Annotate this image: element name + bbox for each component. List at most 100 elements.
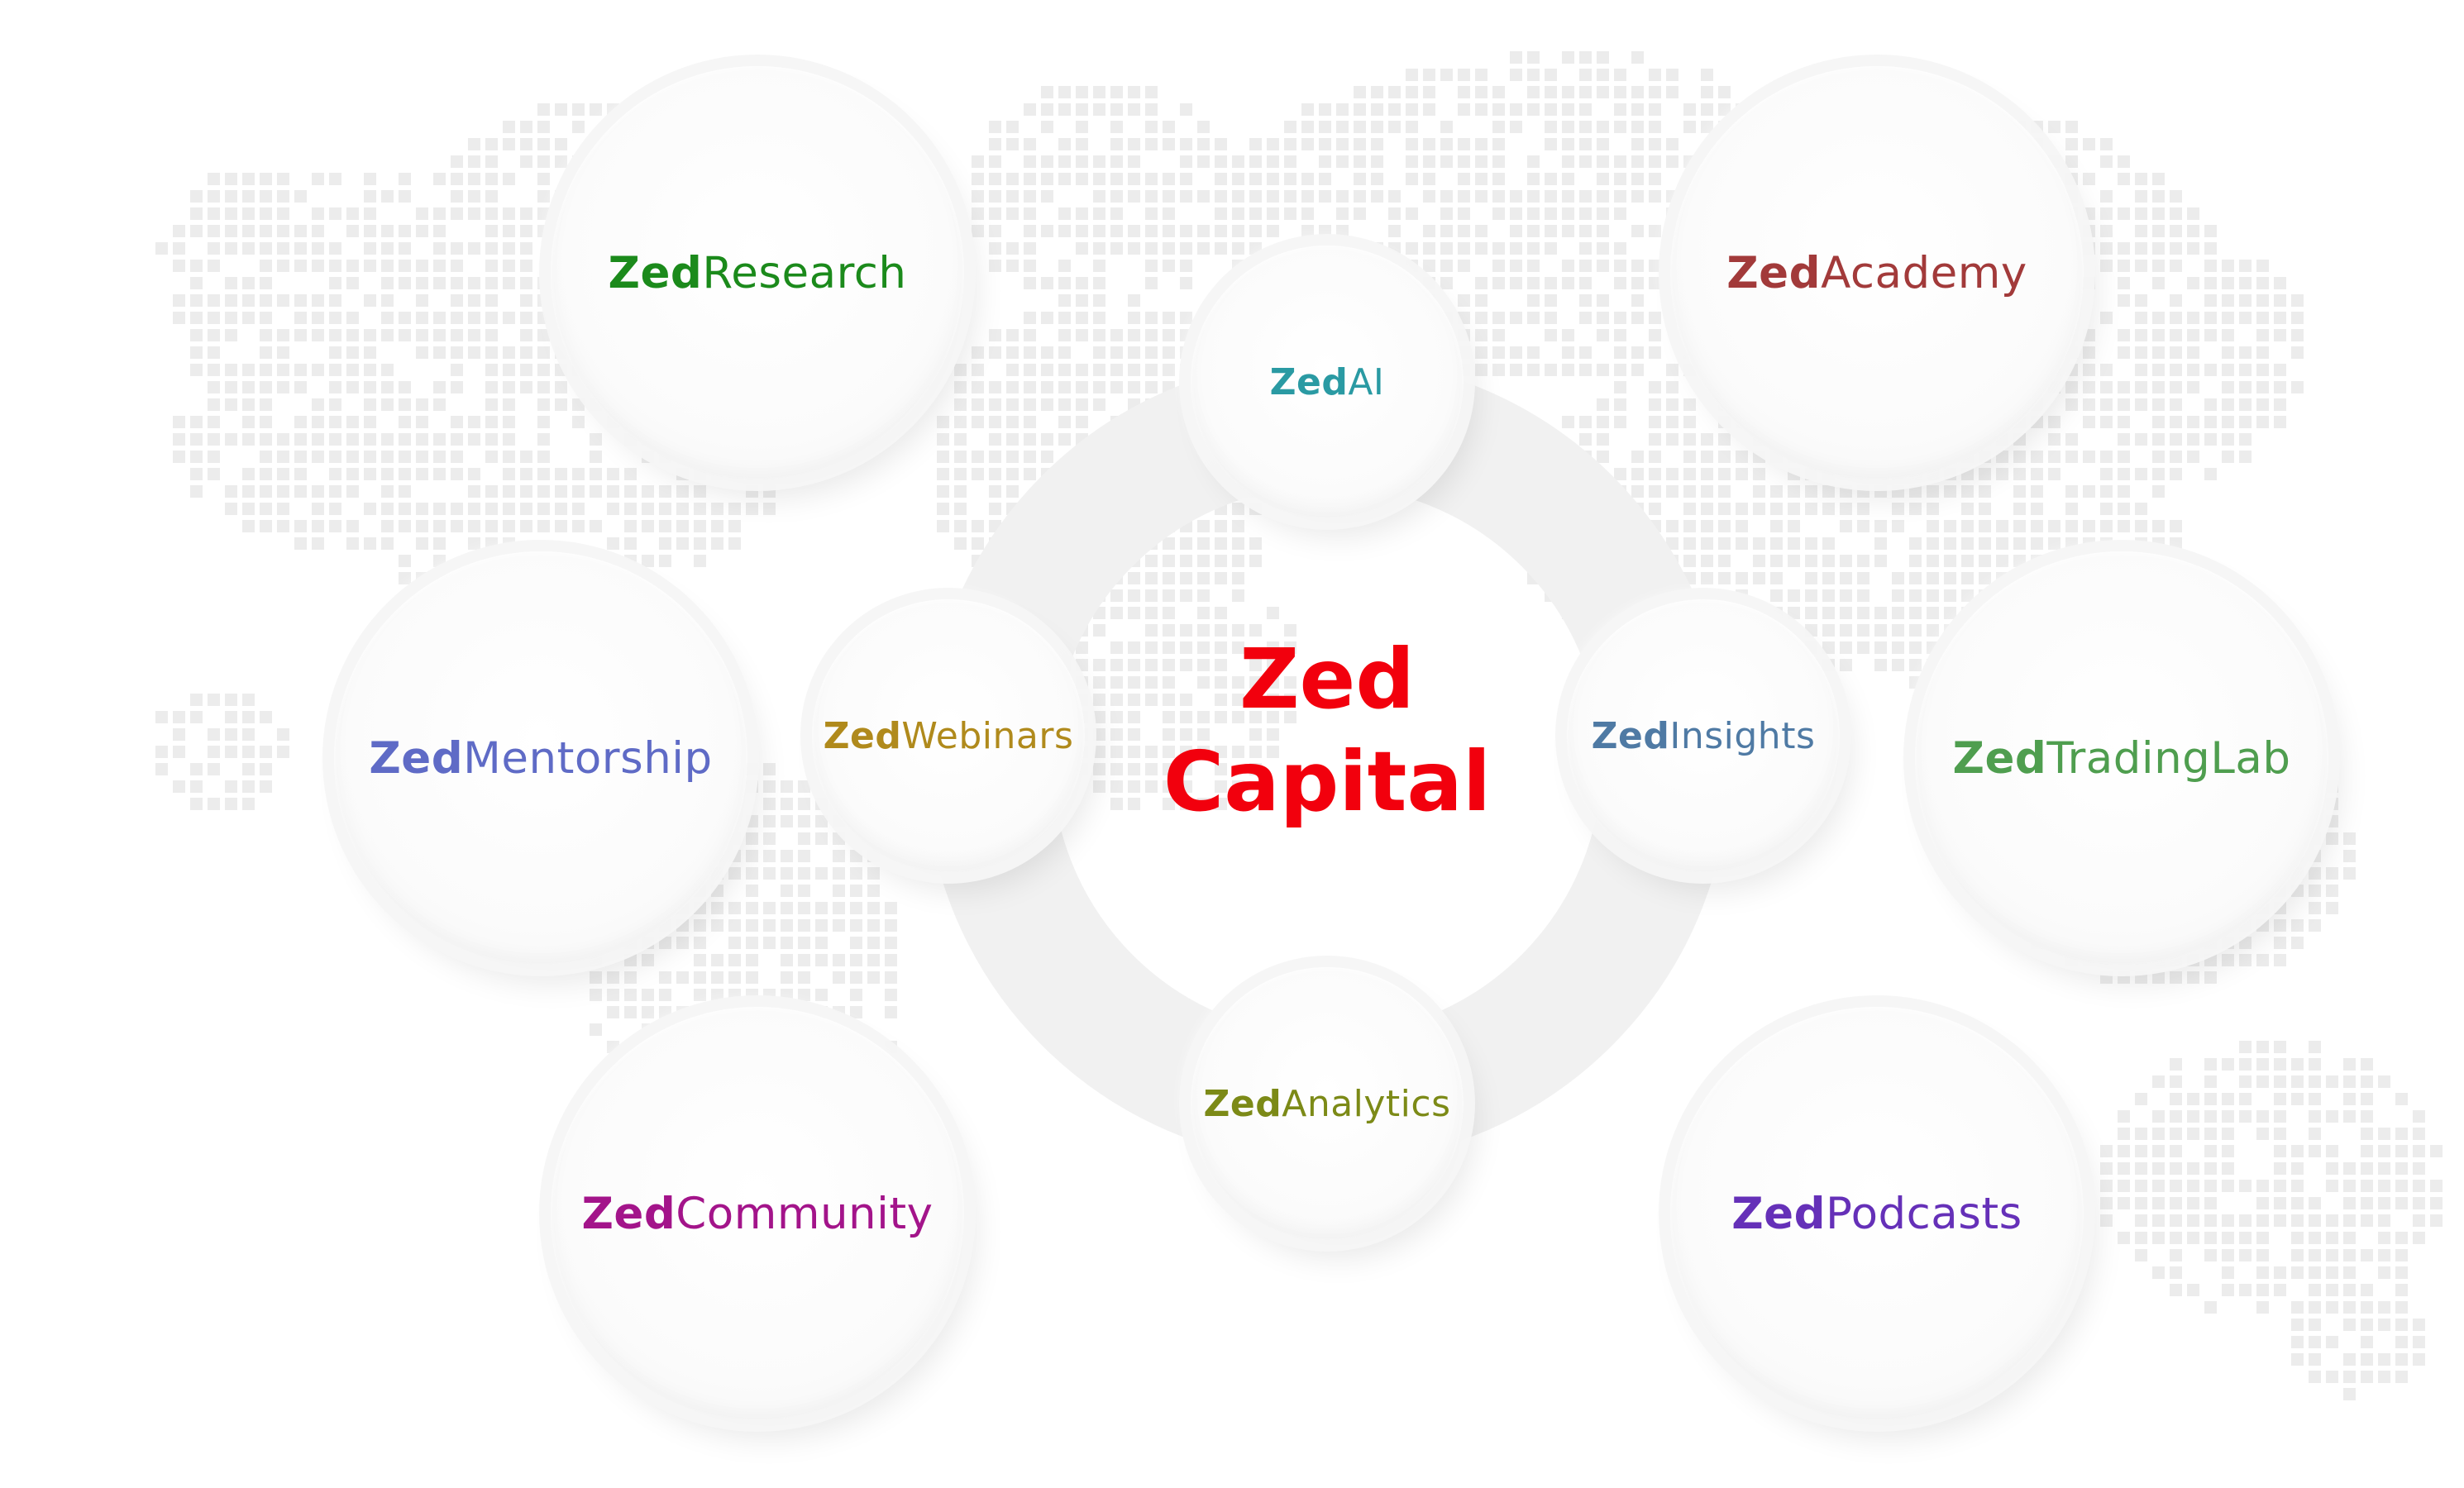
- map-dot: [1649, 155, 1661, 168]
- map-dot: [242, 798, 255, 810]
- map-dot: [1024, 381, 1036, 393]
- map-dot: [607, 989, 619, 1001]
- map-dot: [312, 173, 324, 185]
- map-dot: [294, 451, 307, 463]
- map-dot: [1666, 86, 1678, 98]
- map-dot: [537, 225, 550, 237]
- map-dot: [642, 503, 654, 515]
- map-dot: [815, 867, 828, 880]
- map-dot: [294, 190, 307, 203]
- map-dot: [1649, 277, 1661, 289]
- map-dot: [260, 207, 272, 220]
- map-dot: [728, 537, 741, 550]
- map-dot: [2152, 1180, 2165, 1192]
- map-dot: [728, 937, 741, 949]
- map-dot: [2343, 1093, 2356, 1105]
- map-dot: [277, 433, 289, 446]
- map-dot: [1614, 242, 1626, 255]
- map-dot: [746, 954, 758, 966]
- map-dot: [2239, 433, 2252, 446]
- map-dot: [451, 173, 463, 185]
- map-dot: [537, 468, 550, 480]
- map-dot: [781, 989, 793, 1001]
- map-dot: [1232, 746, 1244, 758]
- map-dot: [312, 433, 324, 446]
- label-prefix: Zed: [823, 714, 902, 757]
- map-dot: [1024, 277, 1036, 289]
- map-dot: [1475, 69, 1487, 81]
- map-dot: [312, 503, 324, 515]
- map-dot: [1180, 277, 1192, 289]
- map-dot: [1093, 711, 1105, 723]
- map-dot: [989, 485, 1001, 498]
- map-dot: [277, 520, 289, 532]
- map-dot: [1388, 121, 1401, 133]
- map-dot: [1492, 312, 1505, 324]
- map-dot: [1180, 746, 1192, 758]
- map-dot: [537, 173, 550, 185]
- map-dot: [1597, 260, 1609, 272]
- map-dot: [503, 381, 515, 393]
- map-dot: [485, 294, 498, 307]
- map-dot: [190, 260, 203, 272]
- map-dot: [2152, 1162, 2165, 1175]
- map-dot: [1267, 746, 1279, 758]
- map-dot: [2291, 346, 2304, 359]
- map-dot: [2222, 260, 2234, 272]
- map-dot: [954, 416, 967, 428]
- map-dot: [416, 294, 428, 307]
- map-dot: [242, 207, 255, 220]
- map-dot: [659, 520, 671, 532]
- map-dot: [1110, 190, 1123, 203]
- map-dot: [746, 937, 758, 949]
- map-dot: [1614, 155, 1626, 168]
- map-dot: [1597, 416, 1609, 428]
- map-dot: [2204, 468, 2217, 480]
- map-dot: [346, 485, 359, 498]
- map-dot: [1406, 173, 1418, 185]
- map-dot: [1197, 711, 1210, 723]
- map-dot: [1180, 798, 1192, 810]
- map-dot: [1041, 86, 1053, 98]
- map-dot: [2326, 867, 2338, 880]
- map-dot: [1301, 190, 1314, 203]
- map-dot: [1423, 86, 1435, 98]
- map-dot: [1163, 329, 1175, 341]
- map-dot: [1041, 190, 1053, 203]
- map-dot: [1093, 624, 1105, 637]
- map-dot: [2135, 346, 2147, 359]
- map-dot: [1440, 155, 1453, 168]
- map-dot: [155, 242, 168, 255]
- label-suffix: Insights: [1669, 714, 1816, 757]
- map-dot: [1753, 572, 1765, 584]
- map-dot: [867, 850, 880, 862]
- map-dot: [2326, 1075, 2338, 1088]
- map-dot: [1458, 312, 1470, 324]
- map-dot: [694, 503, 706, 515]
- map-dot: [2187, 242, 2199, 255]
- map-dot: [1093, 676, 1105, 689]
- map-dot: [1232, 155, 1244, 168]
- map-dot: [676, 971, 689, 984]
- map-dot: [1736, 503, 1748, 515]
- map-dot: [364, 468, 376, 480]
- map-dot: [1562, 121, 1574, 133]
- map-dot: [676, 520, 689, 532]
- map-dot: [1579, 416, 1592, 428]
- map-dot: [2013, 503, 2026, 515]
- map-dot: [208, 398, 220, 411]
- map-dot: [572, 503, 585, 515]
- map-dot: [2013, 555, 2026, 567]
- map-dot: [1492, 346, 1505, 359]
- map-dot: [329, 294, 341, 307]
- map-dot: [208, 468, 220, 480]
- map-dot: [2239, 398, 2252, 411]
- map-dot: [468, 537, 480, 550]
- map-dot: [1180, 728, 1192, 741]
- map-dot: [2118, 485, 2130, 498]
- map-dot: [711, 954, 723, 966]
- map-dot: [1562, 138, 1574, 150]
- map-dot: [416, 451, 428, 463]
- map-dot: [1458, 173, 1470, 185]
- map-dot: [1197, 225, 1210, 237]
